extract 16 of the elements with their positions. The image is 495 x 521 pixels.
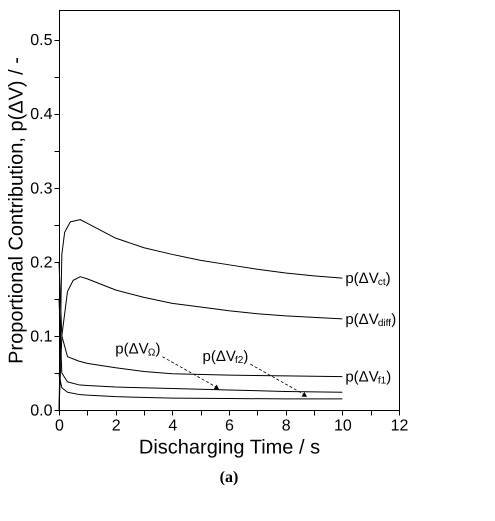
y-tick-label: 0.5: [30, 32, 53, 50]
x-axis-title: Discharging Time / s: [138, 436, 320, 458]
y-tick-label: 0.1: [30, 328, 53, 346]
y-tick-label: 0.2: [30, 254, 53, 272]
x-tick-label: 10: [334, 418, 352, 434]
text: (a): [220, 469, 238, 486]
y-tick-label: 0.4: [30, 106, 53, 124]
x-tick-label: 12: [390, 418, 408, 434]
x-tick-label: 4: [168, 418, 178, 434]
x-tick-label: 0: [55, 418, 64, 434]
x-tick-label: 2: [112, 418, 121, 434]
y-axis-title: Proportional Contribution, p(ΔV) / -: [5, 57, 28, 364]
x-tick-label: 6: [225, 418, 234, 434]
y-tick-label: 0.3: [30, 180, 53, 198]
text: 0.0: [30, 402, 52, 420]
x-tick-label: 8: [282, 418, 291, 434]
